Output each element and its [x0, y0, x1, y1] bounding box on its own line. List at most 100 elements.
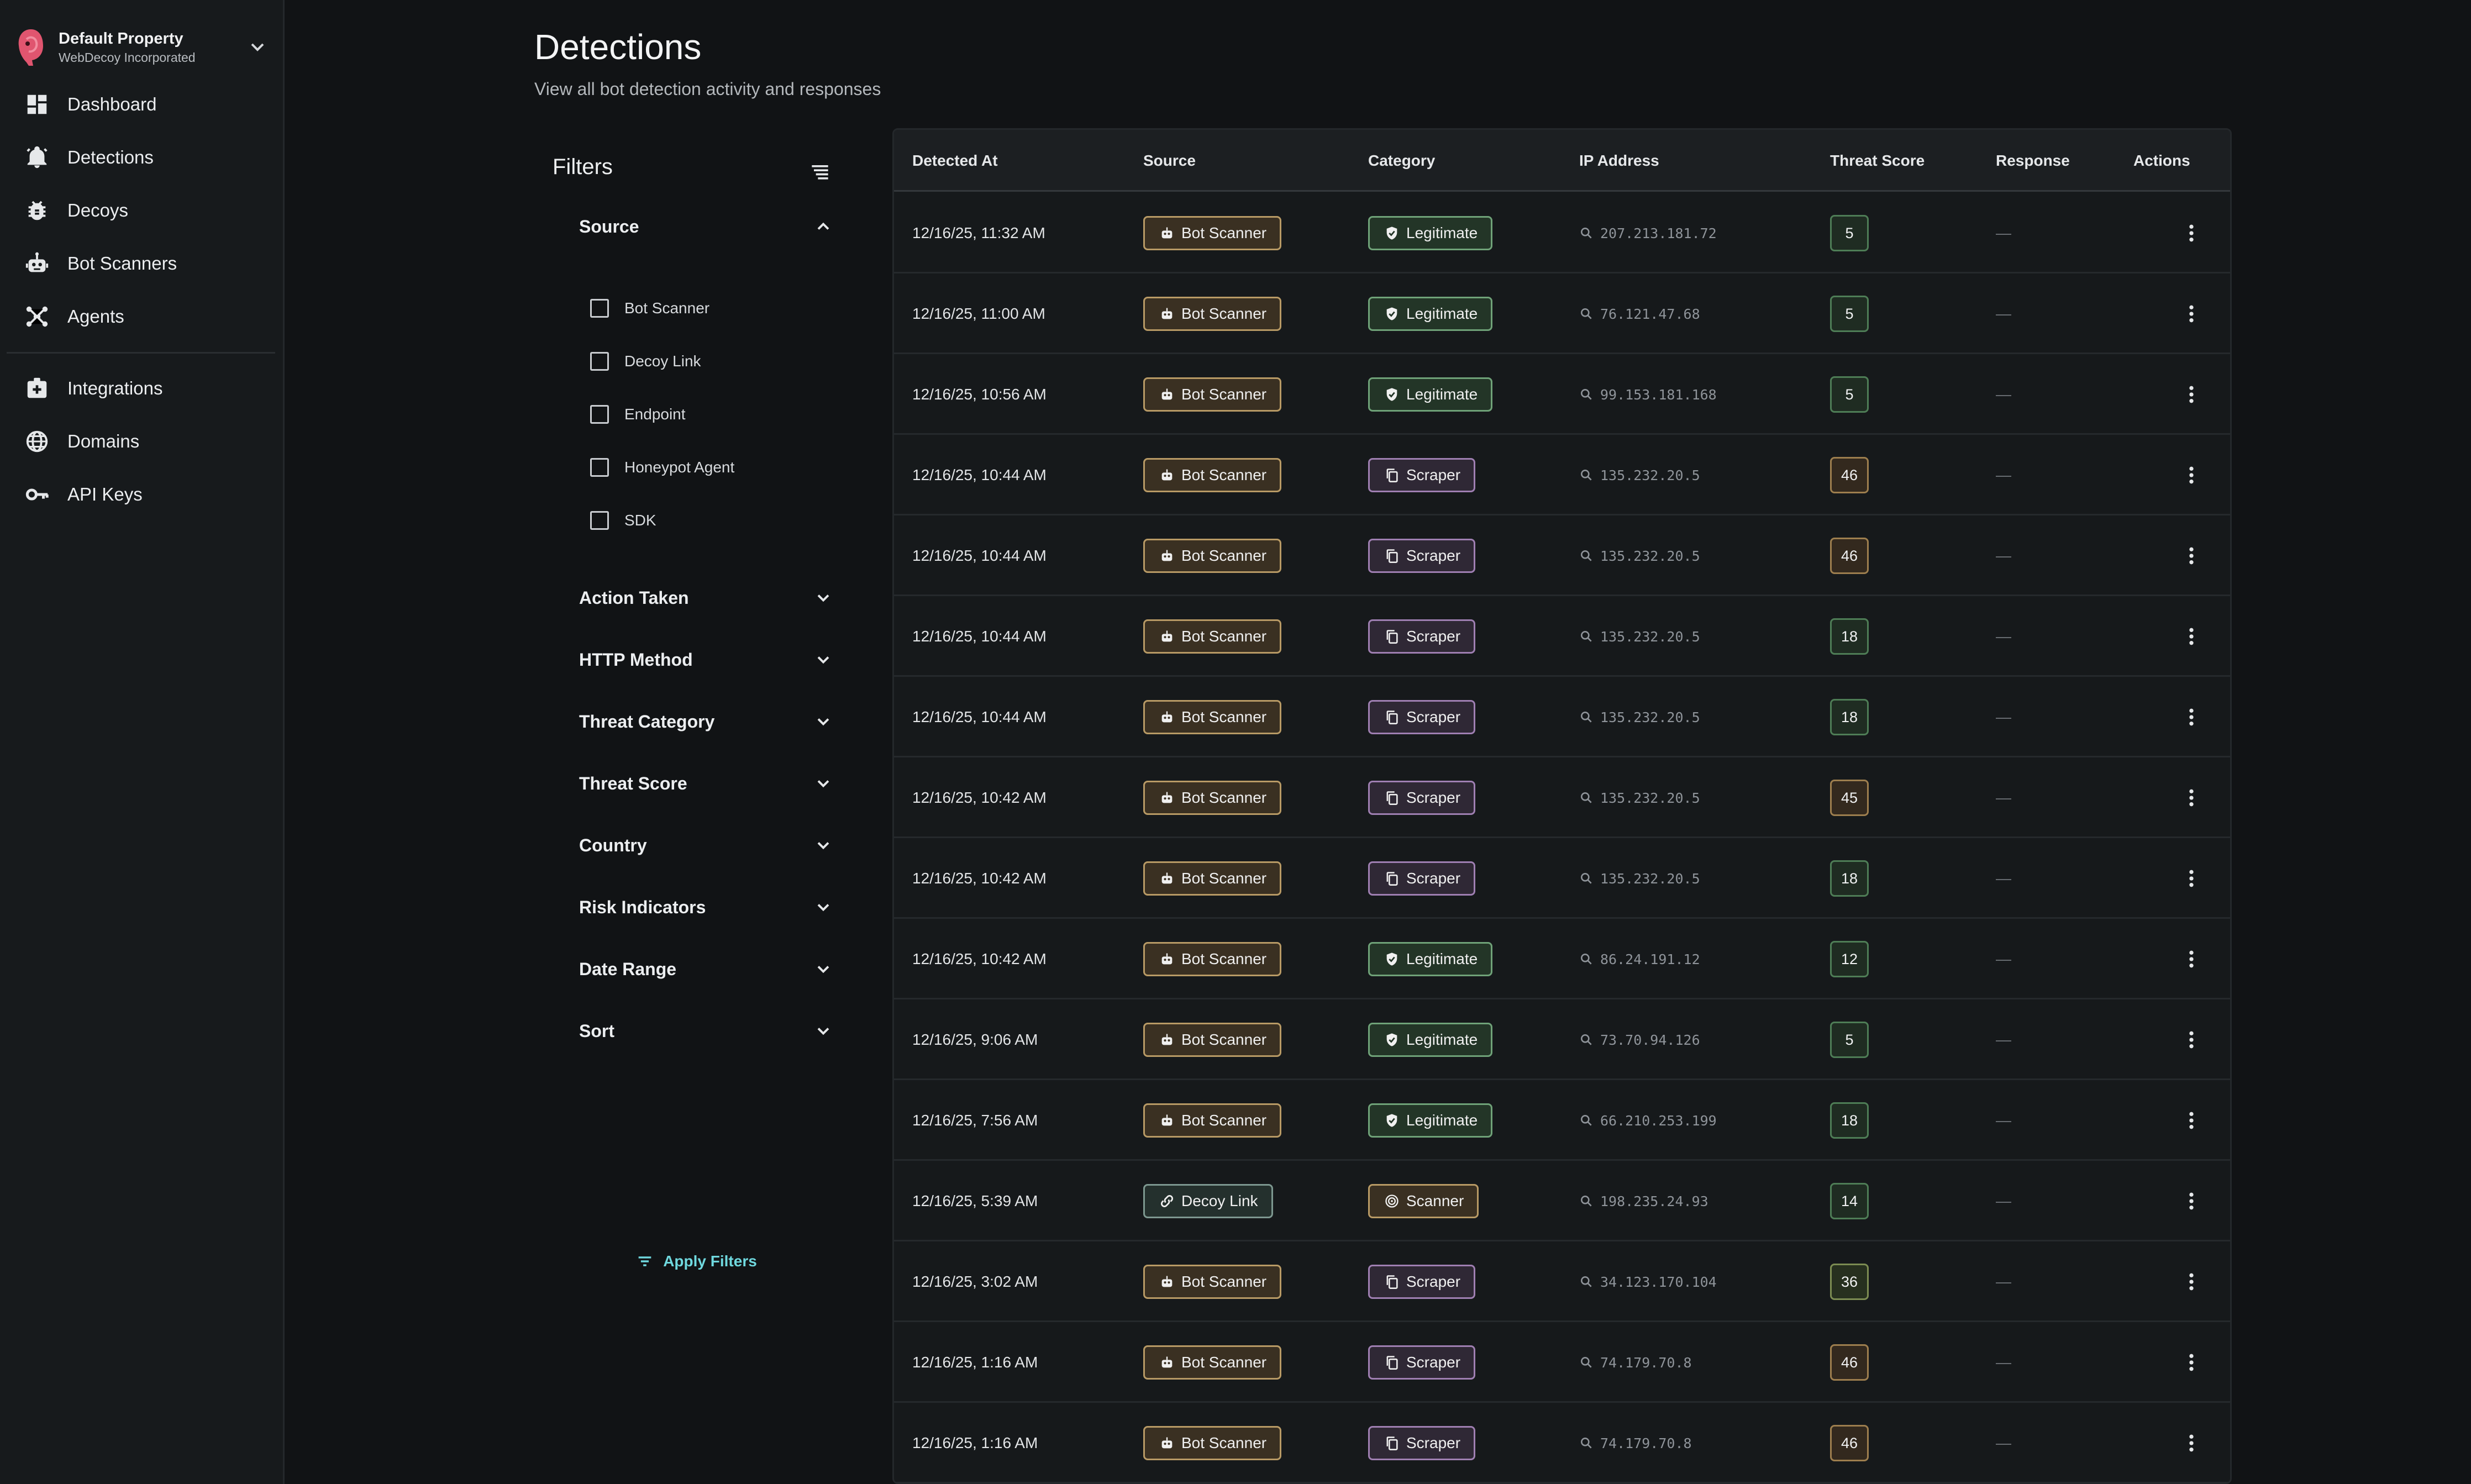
nav-item-agents[interactable]: Agents [0, 290, 285, 343]
checkbox[interactable] [590, 511, 609, 530]
nav-item-decoys[interactable]: Decoys [0, 184, 285, 237]
table-row[interactable]: 12/16/25, 1:16 AM Bot Scanner Scraper 74.17… [894, 1403, 2230, 1482]
chevron-down-icon[interactable] [246, 36, 269, 58]
filter-section-country[interactable]: Country [579, 829, 833, 862]
more-vert-icon[interactable] [2180, 1109, 2202, 1132]
row-actions[interactable] [2180, 273, 2202, 354]
column-header-category[interactable]: Category [1368, 152, 1436, 169]
ip-address-cell[interactable]: 135.232.20.5 [1579, 596, 1700, 677]
ip-address-cell[interactable]: 86.24.191.12 [1579, 919, 1700, 999]
table-row[interactable]: 12/16/25, 10:42 AM Bot Scanner Legitimate 8… [894, 919, 2230, 999]
row-actions[interactable] [2180, 596, 2202, 677]
nav-item-api-keys[interactable]: API Keys [0, 468, 285, 521]
ip-address-cell[interactable]: 135.232.20.5 [1579, 515, 1700, 596]
ip-address-cell[interactable]: 99.153.181.168 [1579, 354, 1717, 435]
ip-address-cell[interactable]: 198.235.24.93 [1579, 1161, 1708, 1241]
row-actions[interactable] [2180, 757, 2202, 838]
more-vert-icon[interactable] [2180, 222, 2202, 244]
more-vert-icon[interactable] [2180, 1432, 2202, 1454]
table-row[interactable]: 12/16/25, 9:06 AM Bot Scanner Legitimate 73… [894, 999, 2230, 1080]
ip-address-cell[interactable]: 135.232.20.5 [1579, 838, 1700, 919]
more-vert-icon[interactable] [2180, 1271, 2202, 1293]
filter-section-risk-indicators[interactable]: Risk Indicators [579, 891, 833, 924]
table-row[interactable]: 12/16/25, 10:44 AM Bot Scanner Scraper 135.… [894, 435, 2230, 515]
row-actions[interactable] [2180, 919, 2202, 999]
filter-section-threat-score[interactable]: Threat Score [579, 767, 833, 800]
ip-address-cell[interactable]: 66.210.253.199 [1579, 1080, 1717, 1161]
row-actions[interactable] [2180, 1241, 2202, 1322]
row-actions[interactable] [2180, 1161, 2202, 1241]
more-vert-icon[interactable] [2180, 787, 2202, 809]
filter-section-threat-category[interactable]: Threat Category [579, 705, 833, 738]
table-row[interactable]: 12/16/25, 10:42 AM Bot Scanner Scraper 135.… [894, 838, 2230, 919]
ip-address-cell[interactable]: 135.232.20.5 [1579, 757, 1700, 838]
table-row[interactable]: 12/16/25, 10:44 AM Bot Scanner Scraper 135.… [894, 515, 2230, 596]
more-vert-icon[interactable] [2180, 625, 2202, 648]
column-header-ip-address[interactable]: IP Address [1579, 152, 1659, 169]
table-row[interactable]: 12/16/25, 1:16 AM Bot Scanner Scraper 74.17… [894, 1322, 2230, 1403]
nav-item-dashboard[interactable]: Dashboard [0, 78, 285, 131]
filter-option-sdk[interactable]: SDK [590, 507, 656, 534]
more-vert-icon[interactable] [2180, 303, 2202, 325]
filter-section-sort[interactable]: Sort [579, 1014, 833, 1048]
checkbox[interactable] [590, 352, 609, 371]
apply-filters-button[interactable]: Apply Filters [553, 1242, 840, 1281]
table-row[interactable]: 12/16/25, 10:56 AM Bot Scanner Legitimate 9… [894, 354, 2230, 435]
row-actions[interactable] [2180, 1322, 2202, 1403]
column-header-response[interactable]: Response [1996, 152, 2070, 169]
table-row[interactable]: 12/16/25, 11:00 AM Bot Scanner Legitimate 7… [894, 273, 2230, 354]
row-actions[interactable] [2180, 354, 2202, 435]
table-row[interactable]: 12/16/25, 7:56 AM Bot Scanner Legitimate 66… [894, 1080, 2230, 1161]
table-row[interactable]: 12/16/25, 10:44 AM Bot Scanner Scraper 135.… [894, 596, 2230, 677]
table-row[interactable]: 12/16/25, 11:32 AM Bot Scanner Legitimate 2… [894, 193, 2230, 273]
nav-item-integrations[interactable]: Integrations [0, 362, 285, 415]
checkbox[interactable] [590, 458, 609, 477]
filter-option-bot-scanner[interactable]: Bot Scanner [590, 294, 709, 322]
ip-address-cell[interactable]: 74.179.70.8 [1579, 1322, 1692, 1403]
more-vert-icon[interactable] [2180, 545, 2202, 567]
row-actions[interactable] [2180, 677, 2202, 757]
property-switcher[interactable]: Default Property WebDecoy Incorporated [14, 17, 269, 77]
filter-list-icon[interactable] [808, 159, 832, 183]
row-actions[interactable] [2180, 435, 2202, 515]
row-actions[interactable] [2180, 1403, 2202, 1482]
column-header-source[interactable]: Source [1143, 152, 1196, 169]
ip-address-cell[interactable]: 207.213.181.72 [1579, 193, 1717, 273]
more-vert-icon[interactable] [2180, 464, 2202, 486]
filter-option-honeypot-agent[interactable]: Honeypot Agent [590, 454, 734, 481]
more-vert-icon[interactable] [2180, 867, 2202, 890]
column-header-threat-score[interactable]: Threat Score [1830, 152, 1925, 169]
checkbox[interactable] [590, 299, 609, 318]
row-actions[interactable] [2180, 999, 2202, 1080]
filter-section-date-range[interactable]: Date Range [579, 953, 833, 986]
ip-address-cell[interactable]: 74.179.70.8 [1579, 1403, 1692, 1482]
ip-address-cell[interactable]: 135.232.20.5 [1579, 435, 1700, 515]
ip-address-cell[interactable]: 73.70.94.126 [1579, 999, 1700, 1080]
row-actions[interactable] [2180, 838, 2202, 919]
nav-item-detections[interactable]: Detections [0, 131, 285, 184]
column-header-detected-at[interactable]: Detected At [912, 152, 998, 169]
filter-option-decoy-link[interactable]: Decoy Link [590, 348, 701, 375]
nav-item-domains[interactable]: Domains [0, 415, 285, 468]
more-vert-icon[interactable] [2180, 1190, 2202, 1212]
table-row[interactable]: 12/16/25, 10:42 AM Bot Scanner Scraper 135.… [894, 757, 2230, 838]
more-vert-icon[interactable] [2180, 706, 2202, 728]
more-vert-icon[interactable] [2180, 383, 2202, 406]
filter-option-endpoint[interactable]: Endpoint [590, 401, 686, 428]
more-vert-icon[interactable] [2180, 948, 2202, 970]
row-actions[interactable] [2180, 1080, 2202, 1161]
ip-address-cell[interactable]: 76.121.47.68 [1579, 273, 1700, 354]
filter-section-http-method[interactable]: HTTP Method [579, 643, 833, 676]
row-actions[interactable] [2180, 515, 2202, 596]
more-vert-icon[interactable] [2180, 1029, 2202, 1051]
table-row[interactable]: 12/16/25, 3:02 AM Bot Scanner Scraper 34.12… [894, 1241, 2230, 1322]
nav-item-bot-scanners[interactable]: Bot Scanners [0, 237, 285, 290]
ip-address-cell[interactable]: 135.232.20.5 [1579, 677, 1700, 757]
filter-section-action-taken[interactable]: Action Taken [579, 581, 833, 614]
filter-section-source[interactable]: Source [579, 210, 833, 243]
table-row[interactable]: 12/16/25, 5:39 AM Decoy Link Scanner 198.23… [894, 1161, 2230, 1241]
ip-address-cell[interactable]: 34.123.170.104 [1579, 1241, 1717, 1322]
checkbox[interactable] [590, 405, 609, 424]
more-vert-icon[interactable] [2180, 1351, 2202, 1374]
row-actions[interactable] [2180, 193, 2202, 273]
